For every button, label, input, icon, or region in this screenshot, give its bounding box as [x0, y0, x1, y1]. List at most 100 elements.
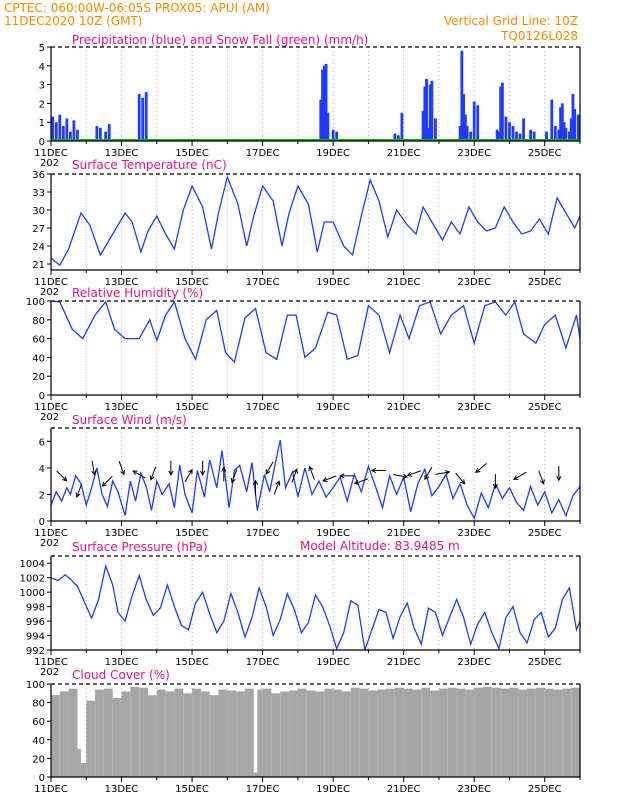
wind-arrow — [424, 466, 433, 481]
y-tick-label: 0 — [39, 517, 45, 528]
x-tick-label: 23DEC — [457, 657, 491, 668]
header-model-code: TQ0126L028 — [500, 29, 578, 43]
wind-arrow-shaft — [322, 475, 337, 482]
cloud-cover-bar — [51, 695, 60, 777]
precip-bar — [576, 114, 580, 141]
wind-arrow — [132, 470, 146, 479]
cloud-cover-bar — [244, 688, 254, 777]
wind-arrow-shaft — [513, 471, 527, 480]
cloud-cover-bar — [86, 700, 96, 777]
pressure-title: Surface Pressure (hPa) — [72, 540, 208, 554]
cloud-cover-bar — [571, 687, 580, 777]
wind-arrow-shaft — [76, 483, 83, 498]
precip-bar — [434, 118, 437, 141]
y-tick-label: 1002 — [20, 574, 45, 585]
wind-arrow-shaft — [231, 469, 238, 483]
cloud-cover-bar — [438, 688, 448, 777]
wind-arrow-head — [402, 473, 409, 479]
precip-bar — [107, 124, 111, 141]
cloud-cover-bar — [394, 687, 404, 777]
wind-arrow — [475, 462, 487, 474]
precip-bar — [324, 63, 328, 141]
cloud-cover-bar — [257, 689, 263, 777]
cloud-cover-bar — [421, 687, 431, 777]
precip-bar — [508, 122, 511, 141]
pressure-series-line — [50, 563, 581, 651]
precip-bar — [557, 129, 561, 141]
header-date-line: 11DEC2020 10Z (GMT) — [4, 14, 142, 28]
precip-bar — [72, 120, 76, 141]
x-tick-label: 15DEC — [175, 528, 209, 539]
x-tick-label: 13DEC — [105, 402, 139, 413]
wind-arrow-head — [75, 492, 81, 499]
precip-bar — [428, 84, 432, 141]
year-fragment-label: 202 — [40, 158, 59, 169]
humidity-title: Relative Humidity (%) — [72, 286, 203, 300]
precip-bar — [529, 129, 533, 141]
wind-title: Surface Wind (m/s) — [72, 413, 187, 427]
wind-arrow-head — [539, 479, 545, 485]
x-tick-label: 15DEC — [175, 148, 209, 159]
precip-bar — [95, 125, 99, 141]
wind-arrow-head — [187, 468, 193, 475]
x-tick-label: 23DEC — [457, 277, 491, 288]
precip-bar — [322, 65, 326, 141]
cloud-cover-bar — [544, 688, 554, 777]
wind-series-line — [50, 439, 581, 521]
precip-bar — [65, 118, 69, 141]
y-tick-label: 4 — [39, 62, 45, 73]
wind-arrow-head — [308, 465, 314, 472]
wind-arrow-shaft — [184, 469, 193, 483]
x-tick-label: 25DEC — [528, 528, 562, 539]
cloud-cover-bar — [456, 688, 466, 777]
cloud-cover-bar — [297, 688, 307, 777]
precip-bar — [460, 50, 464, 142]
wind-arrow-head — [101, 481, 107, 487]
precip-bar — [393, 133, 397, 141]
y-tick-label: 20 — [32, 372, 45, 383]
cloud-cover-bar — [527, 688, 536, 777]
cloud-cover-bar — [341, 691, 351, 777]
x-tick-label: 13DEC — [105, 148, 139, 159]
precip-bar — [321, 69, 324, 141]
y-tick-label: 0 — [39, 773, 45, 784]
wind-arrow-head — [460, 479, 466, 485]
cloud-cover-bar — [183, 693, 193, 777]
wind-panel: Surface Wind (m/s) 0 2 4 6 11DEC 13DEC 15DEC 17D… — [34, 413, 581, 549]
precip-bar — [61, 125, 65, 141]
precip-bar — [501, 82, 504, 141]
precip-bar — [331, 129, 335, 141]
year-fragment-label: 202 — [40, 667, 59, 678]
wind-arrow-head — [221, 466, 227, 472]
precip-bar — [400, 112, 404, 141]
x-tick-label: 17DEC — [246, 402, 280, 413]
wind-arrow-head — [353, 479, 360, 485]
cloud-cover-bar — [218, 689, 228, 777]
precip-bar — [497, 131, 501, 141]
wind-arrow-head — [424, 474, 429, 481]
precip-bar — [511, 125, 515, 141]
x-tick-label: 25DEC — [528, 657, 562, 668]
cloud-cover-bar — [509, 687, 519, 777]
wind-arrow-head — [62, 476, 68, 482]
y-tick-label: 1004 — [20, 559, 45, 570]
precip-bar — [426, 127, 430, 141]
wind-arrow-shaft — [354, 478, 369, 485]
x-tick-label: 23DEC — [457, 528, 491, 539]
cloud-cover-bar — [368, 690, 378, 777]
precip-bar — [553, 125, 557, 141]
x-tick-label: 11DEC — [34, 148, 68, 159]
cloud-cover-bar — [350, 687, 360, 777]
wind-arrow — [492, 474, 498, 490]
wind-arrow — [101, 475, 113, 487]
wind-arrow — [455, 472, 466, 485]
wind-arrow — [435, 470, 451, 476]
precip-bar — [319, 99, 323, 141]
x-tick-label: 25DEC — [528, 148, 562, 159]
x-tick-label: 19DEC — [316, 657, 350, 668]
wind-arrow — [252, 479, 259, 495]
y-tick-label: 3 — [39, 81, 45, 92]
cloud-cover-bar — [324, 688, 334, 777]
wind-arrow — [322, 475, 337, 483]
